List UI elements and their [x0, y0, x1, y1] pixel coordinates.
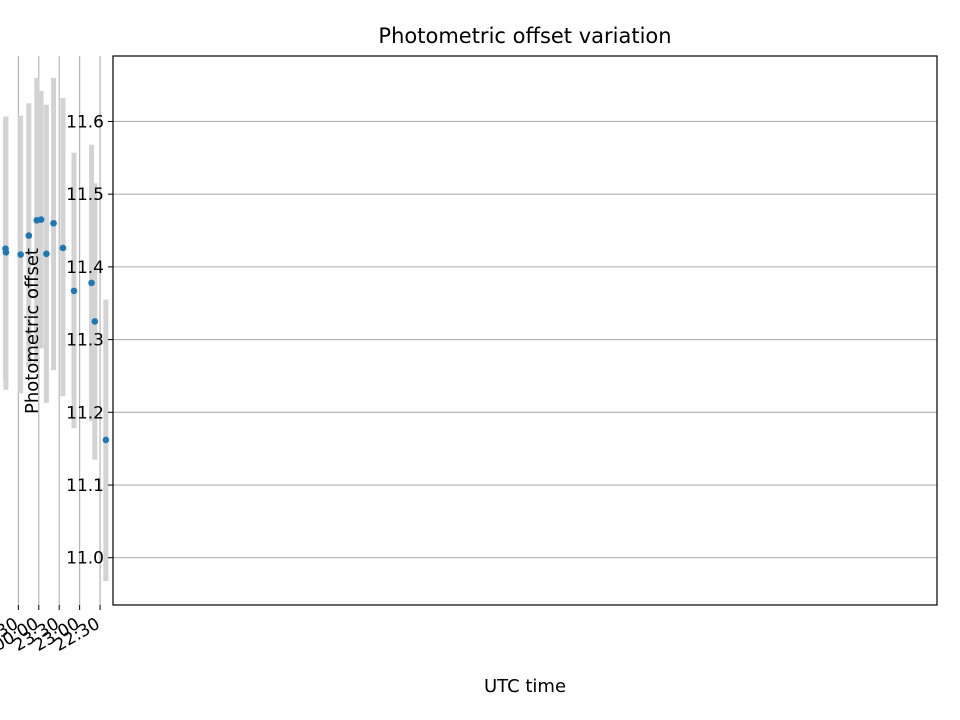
y-tick-label: 11.0	[66, 549, 104, 569]
y-tick-label: 11.4	[66, 258, 104, 278]
data-point	[33, 217, 41, 224]
y-tick-label: 11.1	[66, 476, 104, 496]
data-point	[50, 219, 57, 227]
data-point	[88, 279, 95, 287]
data-point	[91, 318, 99, 325]
y-tick-label: 11.3	[66, 331, 104, 351]
y-tick-label: 11.2	[66, 403, 104, 423]
data-point	[59, 244, 67, 252]
point-layer	[2, 216, 110, 444]
plot-frame	[112, 55, 938, 606]
data-point	[17, 251, 24, 258]
data-point	[70, 287, 78, 295]
data-point	[25, 232, 33, 239]
y-tick-label: 11.5	[66, 185, 104, 205]
y-axis-title: Photometric offset	[22, 248, 43, 414]
y-tick-label: 11.6	[66, 112, 104, 132]
data-point	[43, 250, 50, 258]
x-axis-title: UTC time	[484, 676, 566, 697]
data-point	[2, 245, 9, 252]
data-point	[102, 436, 110, 444]
chart-title: Photometric offset variation	[378, 24, 671, 48]
